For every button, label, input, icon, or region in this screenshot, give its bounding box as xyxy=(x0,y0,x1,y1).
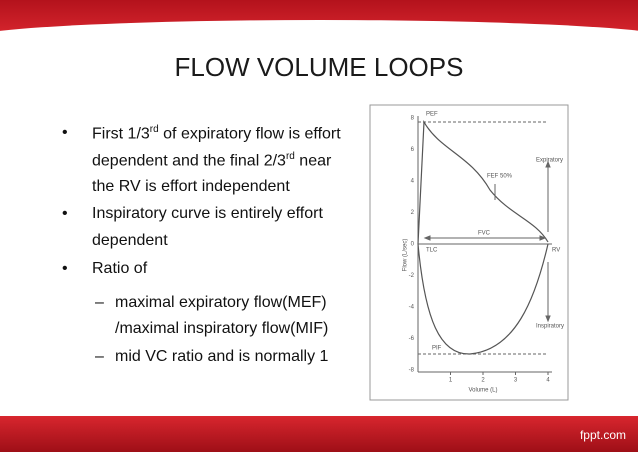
y-tick-label: 8 xyxy=(411,116,415,122)
label: TLC xyxy=(426,248,438,254)
title: FLOW VOLUME LOOPS xyxy=(174,52,464,82)
fvc-heads xyxy=(423,235,547,241)
sub-text: mid VC ratio and is normally 1 xyxy=(115,348,329,365)
label: Inspiratory xyxy=(536,324,564,330)
bullet-text: Inspiratory curve is entirely effort xyxy=(92,205,323,222)
bullet-dot: • xyxy=(62,205,68,222)
sub-dash: – xyxy=(95,294,104,311)
y-tick-label: 2 xyxy=(411,210,415,216)
y-tick-label: -8 xyxy=(409,368,415,374)
label: Expiratory xyxy=(536,158,563,164)
bullet-text: dependent and the final 2/3rd near xyxy=(92,151,332,170)
x-tick-label: 2 xyxy=(481,378,485,384)
label: FEF 50% xyxy=(487,174,513,180)
bullet-text: the RV is effort independent xyxy=(92,178,290,195)
label: PEF xyxy=(426,112,438,118)
exp-head xyxy=(545,160,551,168)
sub-text: maximal expiratory flow(MEF) xyxy=(115,294,327,311)
figure-frame xyxy=(369,104,569,401)
label: FVC xyxy=(478,231,491,237)
inspiratory-curve xyxy=(417,243,549,355)
y-tick-label: 6 xyxy=(411,147,415,153)
bullet-dot: • xyxy=(62,260,68,277)
y-tick-label: -2 xyxy=(409,273,415,279)
label: RV xyxy=(552,248,560,254)
x-tick-label: 1 xyxy=(449,378,453,384)
x-label: Volume (L) xyxy=(468,388,497,394)
x-tick-label: 3 xyxy=(514,378,518,384)
sub-dash: – xyxy=(95,348,104,365)
y-tick-label: -4 xyxy=(409,305,415,311)
insp-head xyxy=(545,315,551,323)
bullet-dot: • xyxy=(62,124,68,141)
bullet-text: dependent xyxy=(92,232,168,249)
expiratory-curve xyxy=(417,119,549,245)
y-tick-label: 0 xyxy=(411,242,415,248)
y-tick-label: -6 xyxy=(409,336,415,342)
footer: fppt.com xyxy=(579,428,626,442)
sub-text: /maximal inspiratory flow(MIF) xyxy=(115,320,329,337)
bullet-text: First 1/3rd of expiratory flow is effort xyxy=(92,124,341,143)
bullet-text: Ratio of xyxy=(92,260,148,277)
y-label: Flow (L/sec) xyxy=(403,239,409,272)
bottom-band xyxy=(0,416,638,452)
label: PIF xyxy=(432,346,442,352)
top-curve xyxy=(0,20,638,60)
y-tick-label: 4 xyxy=(411,179,415,185)
x-tick-label: 4 xyxy=(546,378,550,384)
